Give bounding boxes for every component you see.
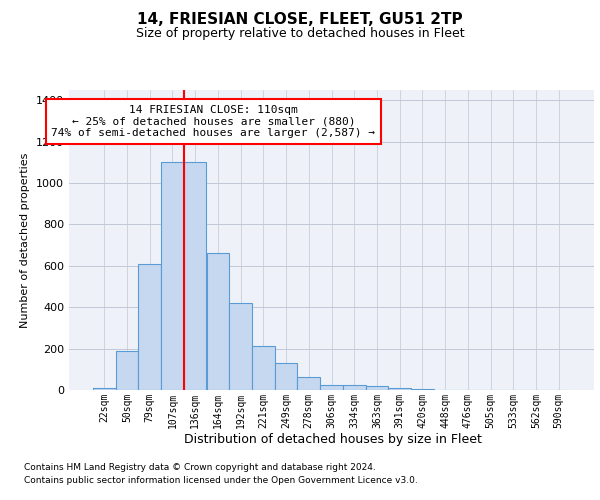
Text: Contains HM Land Registry data © Crown copyright and database right 2024.: Contains HM Land Registry data © Crown c…	[24, 464, 376, 472]
Bar	[275, 363, 298, 390]
Bar	[229, 303, 252, 390]
Bar	[93, 388, 116, 390]
Text: Contains public sector information licensed under the Open Government Licence v3: Contains public sector information licen…	[24, 476, 418, 485]
Bar	[343, 385, 365, 390]
Bar	[411, 389, 434, 390]
Y-axis label: Number of detached properties: Number of detached properties	[20, 152, 31, 328]
Bar	[320, 385, 343, 390]
Bar	[388, 388, 411, 390]
Text: Distribution of detached houses by size in Fleet: Distribution of detached houses by size …	[184, 432, 482, 446]
Bar	[139, 264, 161, 390]
Bar	[252, 346, 275, 390]
Text: 14, FRIESIAN CLOSE, FLEET, GU51 2TP: 14, FRIESIAN CLOSE, FLEET, GU51 2TP	[137, 12, 463, 28]
Bar	[206, 254, 229, 390]
Text: Size of property relative to detached houses in Fleet: Size of property relative to detached ho…	[136, 28, 464, 40]
Bar	[184, 162, 206, 390]
Bar	[298, 376, 320, 390]
Bar	[161, 162, 184, 390]
Bar	[365, 386, 388, 390]
Text: 14 FRIESIAN CLOSE: 110sqm
← 25% of detached houses are smaller (880)
74% of semi: 14 FRIESIAN CLOSE: 110sqm ← 25% of detac…	[52, 105, 376, 138]
Bar	[116, 350, 139, 390]
